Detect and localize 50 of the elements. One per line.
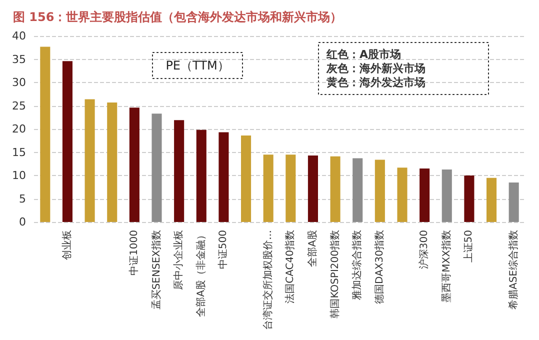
bar bbox=[241, 136, 252, 222]
x-tick-label: 原中小企业板 bbox=[172, 230, 185, 290]
x-tick-label: 希腊ASE综合指数 bbox=[507, 230, 520, 310]
annotation: PE（TTM） bbox=[166, 58, 230, 72]
bar bbox=[40, 46, 50, 222]
bar bbox=[352, 158, 363, 222]
bar bbox=[286, 154, 296, 222]
y-tick-label: 15 bbox=[12, 146, 26, 159]
annotation: 灰色：海外新兴市场 bbox=[326, 62, 426, 75]
chart-title: 图 156：世界主要股指估值（包含海外发达市场和新兴市场） bbox=[13, 10, 342, 24]
bar bbox=[152, 114, 162, 222]
y-tick-label: 30 bbox=[12, 76, 26, 89]
bar bbox=[196, 130, 206, 222]
x-tick-label: 中证1000 bbox=[128, 230, 140, 276]
y-tick-label: 40 bbox=[12, 30, 26, 42]
bar bbox=[486, 178, 497, 222]
y-tick-label: 5 bbox=[19, 192, 26, 206]
x-tick-label: 孟买SENSEX指数 bbox=[150, 230, 162, 310]
bar bbox=[84, 99, 95, 222]
y-tick-label: 10 bbox=[12, 169, 26, 182]
x-tick-label: 全部A股 bbox=[306, 230, 318, 267]
y-tick-label: 0 bbox=[19, 216, 26, 228]
bar bbox=[442, 169, 452, 222]
y-tick-label: 25 bbox=[12, 99, 26, 112]
bar bbox=[218, 132, 229, 222]
x-tick-label: 上证50 bbox=[462, 230, 475, 263]
bar bbox=[107, 102, 118, 222]
x-tick-label: 雅加达综合指数 bbox=[351, 230, 364, 300]
bar bbox=[308, 156, 318, 222]
x-tick-label: 沪深300 bbox=[418, 230, 430, 270]
y-tick-label: 35 bbox=[12, 52, 26, 66]
x-tick-label: 台湾证交所加权股价… bbox=[262, 230, 274, 330]
x-tick-label: 创业板 bbox=[60, 230, 73, 260]
bar bbox=[374, 160, 385, 222]
x-tick-label: 法国CAC40指数 bbox=[284, 230, 296, 304]
bar bbox=[174, 120, 184, 222]
x-tick-label: 墨西哥MXX指数 bbox=[440, 230, 452, 302]
bar bbox=[508, 182, 519, 222]
bar bbox=[330, 156, 340, 222]
bar bbox=[62, 61, 72, 222]
bar bbox=[464, 176, 474, 222]
x-tick-label: 中证500 bbox=[217, 230, 230, 270]
bar bbox=[420, 168, 430, 222]
bar bbox=[397, 168, 408, 222]
bar bbox=[129, 108, 140, 222]
y-tick-label: 20 bbox=[12, 122, 26, 136]
x-tick-label: 全部A股（非金融） bbox=[194, 230, 207, 317]
bar bbox=[263, 154, 274, 222]
x-tick-label: 韩国KOSPI200指数 bbox=[328, 230, 341, 318]
x-tick-label: 德国DAX30指数 bbox=[373, 230, 386, 304]
